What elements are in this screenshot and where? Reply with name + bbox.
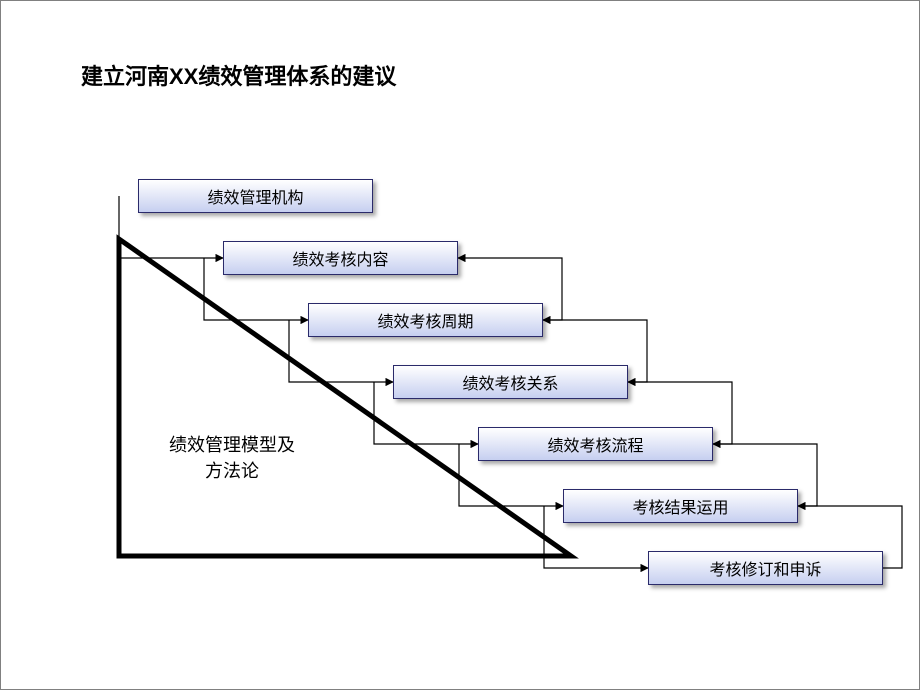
triangle-label-line1: 绩效管理模型及 bbox=[169, 431, 295, 457]
flow-box-b7: 考核修订和申诉 bbox=[648, 551, 883, 585]
page-title: 建立河南XX绩效管理体系的建议 bbox=[81, 59, 396, 91]
connectors-layer bbox=[1, 1, 920, 690]
flow-box-b5: 绩效考核流程 bbox=[478, 427, 713, 461]
diagram-page: 建立河南XX绩效管理体系的建议 绩效管理机构绩效考核内容绩效考核周期绩效考核关系… bbox=[0, 0, 920, 690]
flow-box-label: 绩效考核内容 bbox=[292, 246, 388, 270]
flow-box-label: 考核修订和申诉 bbox=[709, 556, 821, 580]
flow-box-label: 绩效考核周期 bbox=[377, 308, 473, 332]
flow-box-label: 考核结果运用 bbox=[632, 494, 728, 518]
triangle-label: 绩效管理模型及 方法论 bbox=[169, 431, 295, 483]
flow-box-b2: 绩效考核内容 bbox=[223, 241, 458, 275]
flow-box-b1: 绩效管理机构 bbox=[138, 179, 373, 213]
flow-box-label: 绩效考核流程 bbox=[547, 432, 643, 456]
flow-box-label: 绩效考核关系 bbox=[462, 370, 558, 394]
flow-box-b3: 绩效考核周期 bbox=[308, 303, 543, 337]
flow-box-b6: 考核结果运用 bbox=[563, 489, 798, 523]
flow-box-b4: 绩效考核关系 bbox=[393, 365, 628, 399]
flow-box-label: 绩效管理机构 bbox=[207, 184, 303, 208]
triangle-label-line2: 方法论 bbox=[169, 457, 295, 483]
